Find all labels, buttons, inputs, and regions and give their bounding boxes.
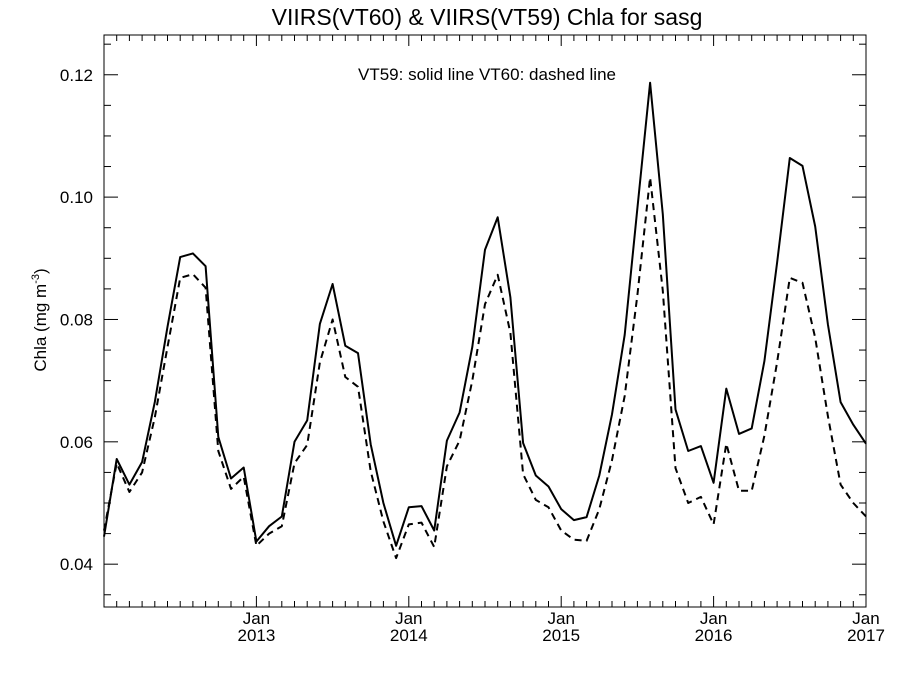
x-tick-label-year: 2013 [237,626,275,645]
y-axis-label: Chla (mg m-3) [30,268,50,371]
plot-area: Jan2013Jan2014Jan2015Jan2016Jan20170.040… [60,34,885,645]
y-tick-label: 0.12 [60,66,93,85]
y-axis-label-text: Chla (mg m [31,284,50,372]
plot-frame [103,34,867,608]
x-tick-label-year: 2015 [542,626,580,645]
y-tick-label: 0.06 [60,433,93,452]
x-tick-label-year: 2014 [390,626,428,645]
x-tick-label-month: Jan [852,609,879,628]
y-tick-label: 0.04 [60,555,93,574]
y-tick-label: 0.10 [60,188,93,207]
series-line-vt60 [103,176,867,560]
y-tick-label: 0.08 [60,310,93,329]
series-line-vt59 [103,81,867,547]
x-tick-label-month: Jan [700,609,727,628]
x-tick-label-month: Jan [395,609,422,628]
x-tick-label-year: 2017 [847,626,885,645]
x-tick-label-month: Jan [547,609,574,628]
x-tick-label-month: Jan [243,609,270,628]
y-axis-label-close: ) [31,268,50,274]
legend-annotation: VT59: solid line VT60: dashed line [358,65,616,84]
chart-title: VIIRS(VT60) & VIIRS(VT59) Chla for sasg [272,4,703,30]
y-axis-label-superscript: -3 [30,274,42,284]
x-tick-label-year: 2016 [695,626,733,645]
